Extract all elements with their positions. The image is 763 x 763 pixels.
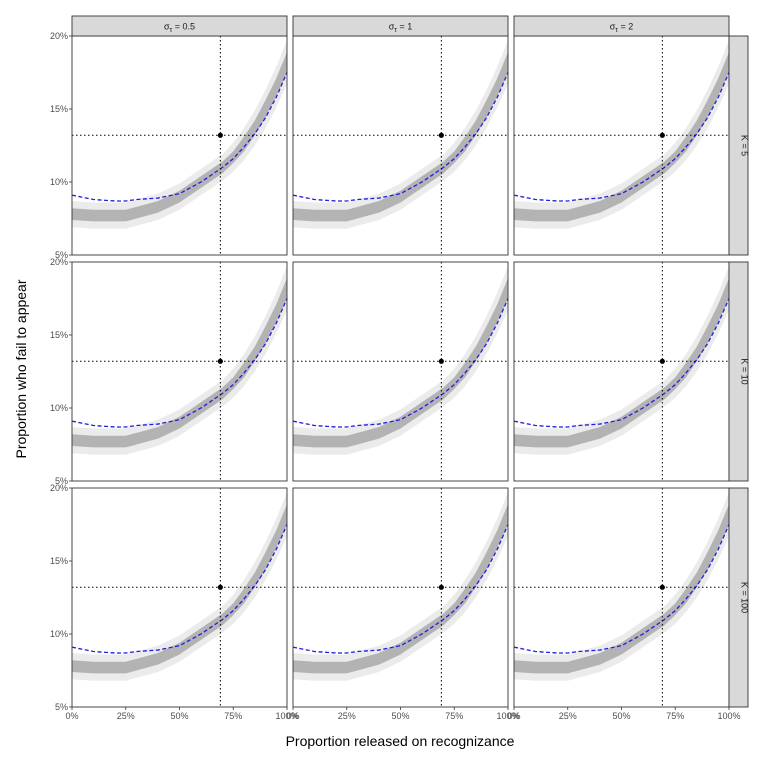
reference-point bbox=[659, 132, 665, 138]
inner-interval-band bbox=[293, 52, 508, 222]
y-tick-label: 5% bbox=[55, 702, 68, 712]
inner-interval-band bbox=[72, 504, 287, 674]
x-tick-label: 100% bbox=[496, 711, 519, 721]
panel-r3-c2: 0% 25% 50% 75% 100% bbox=[286, 487, 520, 721]
x-tick-label: 25% bbox=[338, 711, 356, 721]
row-strip-2: K = 10 bbox=[728, 261, 750, 482]
y-tick-label: 20% bbox=[50, 257, 68, 267]
x-tick-label: 0% bbox=[507, 711, 520, 721]
x-tick-label: 75% bbox=[224, 711, 242, 721]
strip-background bbox=[728, 35, 749, 256]
x-axis-title: Proportion released on recognizance bbox=[286, 733, 515, 749]
y-tick-label: 5% bbox=[55, 476, 68, 486]
row-strip-1: K = 5 bbox=[728, 35, 750, 256]
panel-r2-c1: 5% 10% 15% 20% bbox=[50, 257, 288, 486]
blue-dashed-line bbox=[71, 524, 288, 654]
blue-dashed-line bbox=[292, 298, 509, 428]
inner-interval-band bbox=[293, 504, 508, 674]
inner-interval-band bbox=[72, 278, 287, 448]
x-tick-label: 100% bbox=[275, 711, 298, 721]
strip-background bbox=[292, 15, 509, 37]
y-tick-label: 10% bbox=[50, 177, 68, 187]
blue-dashed-line bbox=[292, 524, 509, 654]
inner-interval-band bbox=[514, 278, 729, 448]
reference-point bbox=[438, 358, 444, 364]
x-tick-label: 0% bbox=[65, 711, 78, 721]
blue-dashed-line bbox=[513, 72, 730, 202]
reference-point bbox=[217, 358, 223, 364]
row-strip-label: K = 100 bbox=[740, 582, 750, 613]
strip-background bbox=[728, 261, 749, 482]
y-tick-label: 5% bbox=[55, 250, 68, 260]
y-tick-label: 20% bbox=[50, 31, 68, 41]
y-tick-label: 10% bbox=[50, 403, 68, 413]
column-strip-1: στ = 0.5 bbox=[71, 15, 288, 37]
y-tick-label: 20% bbox=[50, 483, 68, 493]
x-tick-label: 0% bbox=[286, 711, 299, 721]
y-axis-title: Proportion who fail to appear bbox=[13, 279, 29, 458]
y-tick-label: 15% bbox=[50, 556, 68, 566]
x-tick-label: 50% bbox=[170, 711, 188, 721]
panel-r1-c3 bbox=[513, 35, 730, 256]
panel-r2-c2 bbox=[292, 261, 509, 482]
x-tick-label: 100% bbox=[717, 711, 740, 721]
x-tick-label: 25% bbox=[117, 711, 135, 721]
reference-point bbox=[438, 132, 444, 138]
panel-r3-c1: 5% 10% 15% 20% 0% 25% 50% 75% 100% bbox=[50, 483, 299, 721]
column-strip-label: στ = 0.5 bbox=[164, 22, 195, 35]
x-tick-label: 75% bbox=[445, 711, 463, 721]
row-strip-3: K = 100 bbox=[728, 487, 750, 708]
reference-point bbox=[438, 584, 444, 590]
strip-background bbox=[71, 15, 288, 37]
blue-dashed-line bbox=[71, 298, 288, 428]
inner-interval-band bbox=[72, 52, 287, 222]
row-strip-label: K = 5 bbox=[740, 135, 750, 156]
blue-dashed-line bbox=[513, 524, 730, 654]
row-strip-label: K = 10 bbox=[740, 358, 750, 384]
panel-r1-c1: 5% 10% 15% 20% bbox=[50, 31, 288, 260]
column-strip-label: στ = 1 bbox=[389, 22, 413, 35]
x-tick-label: 25% bbox=[559, 711, 577, 721]
reference-point bbox=[659, 584, 665, 590]
panels-layer: 5%10%15%20%5%10%15%20%5%10%15%20%0% 25% 50… bbox=[50, 15, 750, 721]
column-strip-2: στ = 1 bbox=[292, 15, 509, 37]
x-tick-label: 75% bbox=[666, 711, 684, 721]
y-tick-label: 10% bbox=[50, 629, 68, 639]
strip-background bbox=[728, 487, 749, 708]
inner-interval-band bbox=[514, 52, 729, 222]
blue-dashed-line bbox=[513, 298, 730, 428]
panel-border bbox=[71, 261, 288, 482]
reference-point bbox=[659, 358, 665, 364]
x-tick-label: 50% bbox=[391, 711, 409, 721]
reference-point bbox=[217, 132, 223, 138]
strip-background bbox=[513, 15, 730, 37]
y-tick-label: 15% bbox=[50, 330, 68, 340]
x-tick-label: 50% bbox=[612, 711, 630, 721]
blue-dashed-line bbox=[71, 72, 288, 202]
panel-r2-c3 bbox=[513, 261, 730, 482]
column-strip-3: στ = 2 bbox=[513, 15, 730, 37]
panel-r1-c2 bbox=[292, 35, 509, 256]
blue-dashed-line bbox=[292, 72, 509, 202]
text-layer: Proportion released on recognizance Prop… bbox=[13, 279, 515, 749]
reference-point bbox=[217, 584, 223, 590]
panel-border bbox=[292, 261, 509, 482]
panel-r3-c3: 0% 25% 50% 75% 100% bbox=[507, 487, 741, 721]
inner-interval-band bbox=[514, 504, 729, 674]
column-strip-label: στ = 2 bbox=[610, 22, 634, 35]
inner-interval-band bbox=[293, 278, 508, 448]
y-tick-label: 15% bbox=[50, 104, 68, 114]
